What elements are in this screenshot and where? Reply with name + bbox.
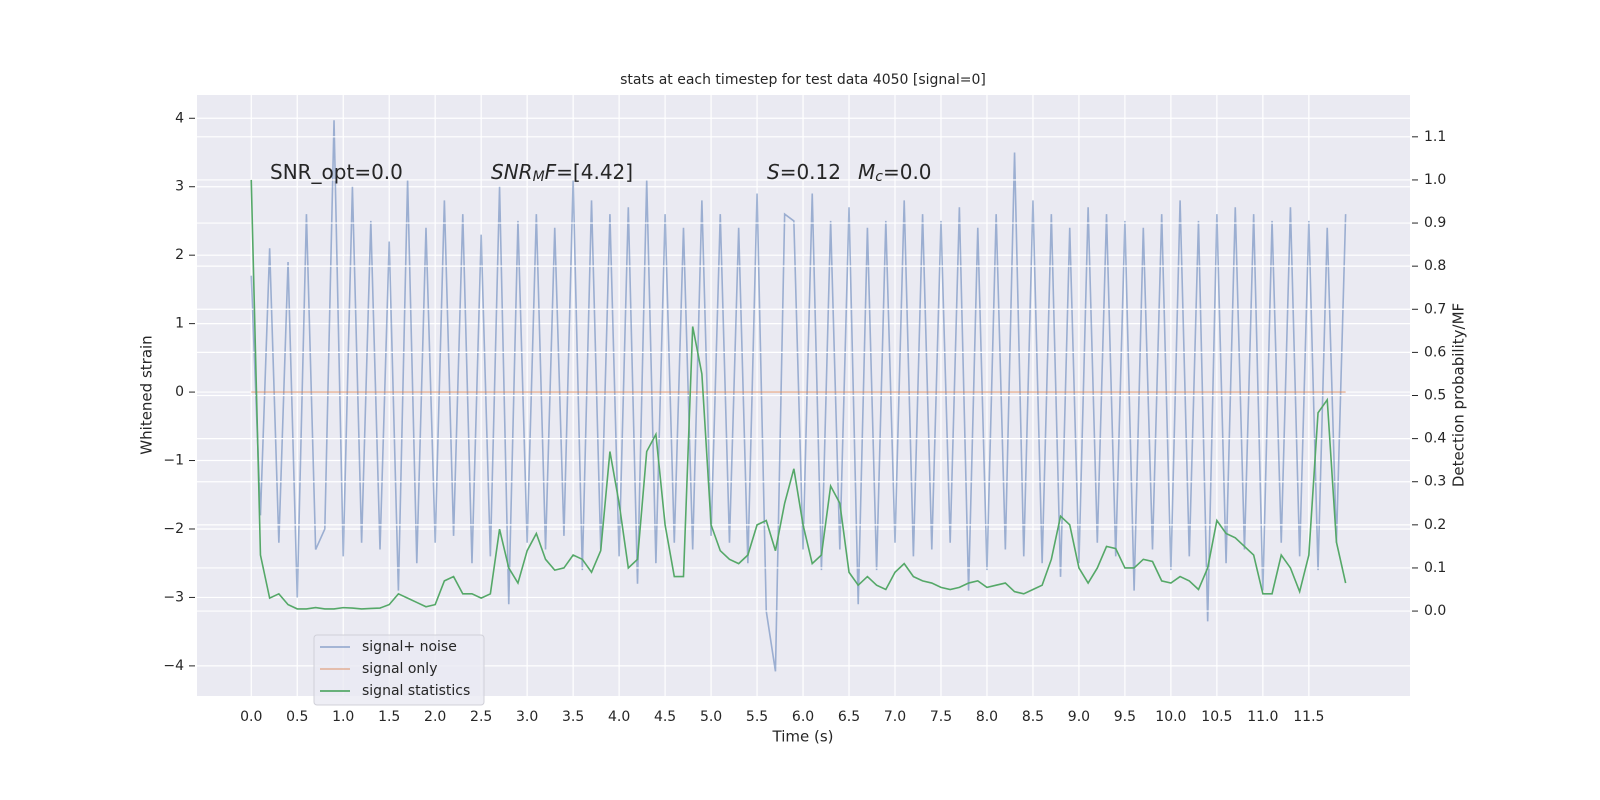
y2-tick-label: 0.1 [1424,560,1446,576]
legend-box [313,634,485,706]
annotation-run: M [858,160,875,184]
x-tick-label: 0.5 [286,709,308,725]
annotation-run: =0.0 [883,160,932,184]
y2-tick-label: 0.5 [1424,388,1446,404]
y-tick-label: −3 [163,589,184,605]
annotation-run: S [767,160,780,184]
x-tick-label: 4.5 [654,709,676,725]
y2-tick-label: 0.8 [1424,258,1446,274]
x-tick-label: 6.0 [792,709,814,725]
annotation-run: =[4.42] [556,160,633,184]
y-tick-label: 2 [175,247,184,263]
y-tick-label: −4 [163,658,184,674]
y-tick-label: −2 [163,521,184,537]
y2-tick-label: 0.0 [1424,603,1446,619]
x-tick-label: 3.0 [516,709,538,725]
y-tick-label: 0 [175,384,184,400]
x-tick-label: 6.5 [838,709,860,725]
y2-tick-label: 0.3 [1424,474,1446,490]
y-tick-label: −1 [163,453,184,469]
x-tick-label: 0.0 [240,709,262,725]
x-tick-label: 9.0 [1068,709,1090,725]
annotation-run: c [875,169,883,185]
data-line [250,179,1347,610]
annotation-run: =0.12 [780,160,841,184]
annotation: Mc=0.0 [858,160,932,185]
y2-tick-label: 0.4 [1424,431,1446,447]
x-tick-label: 8.5 [1022,709,1044,725]
x-tick-label: 5.0 [700,709,722,725]
annotation: SNRMF=[4.42] [491,160,633,185]
x-tick-label: 10.5 [1201,709,1232,725]
x-tick-label: 7.0 [884,709,906,725]
legend-label: signal statistics [362,683,470,699]
legend-label: signal only [362,661,437,677]
x-tick-label: 11.5 [1293,709,1324,725]
y-axis-label: Whitened strain [138,335,156,454]
annotation-run: F [545,160,557,184]
x-tick-label: 7.5 [930,709,952,725]
y-tick-label: 1 [175,316,184,332]
annotation: S=0.12 [767,160,841,184]
annotation: SNR_opt=0.0 [270,160,403,184]
x-axis-label: Time (s) [772,728,834,746]
data-line [250,120,1347,672]
y2-axis-label: Detection probability/MF [1450,303,1468,487]
x-tick-label: 3.5 [562,709,584,725]
x-tick-label: 11.0 [1247,709,1278,725]
annotation-run: M [533,169,545,185]
x-tick-label: 4.0 [608,709,630,725]
x-tick-label: 1.0 [332,709,354,725]
legend-label: signal+ noise [362,639,457,655]
y2-tick-label: 0.7 [1424,301,1446,317]
x-tick-label: 2.5 [470,709,492,725]
y2-tick-label: 1.1 [1424,129,1446,145]
y-tick-label: 4 [175,110,184,126]
annotation-run: SNR [491,160,533,184]
annotation-run: SNR_opt=0.0 [270,160,403,184]
x-tick-label: 9.5 [1114,709,1136,725]
x-tick-label: 10.0 [1155,709,1186,725]
y2-tick-label: 0.6 [1424,344,1446,360]
x-tick-label: 5.5 [746,709,768,725]
x-tick-label: 8.0 [976,709,998,725]
y2-tick-label: 0.2 [1424,517,1446,533]
y-tick-label: 3 [175,179,184,195]
x-tick-label: 2.0 [424,709,446,725]
y2-tick-label: 1.0 [1424,172,1446,188]
x-tick-label: 1.5 [378,709,400,725]
chart-title: stats at each timestep for test data 405… [620,72,986,88]
y2-tick-label: 0.9 [1424,215,1446,231]
